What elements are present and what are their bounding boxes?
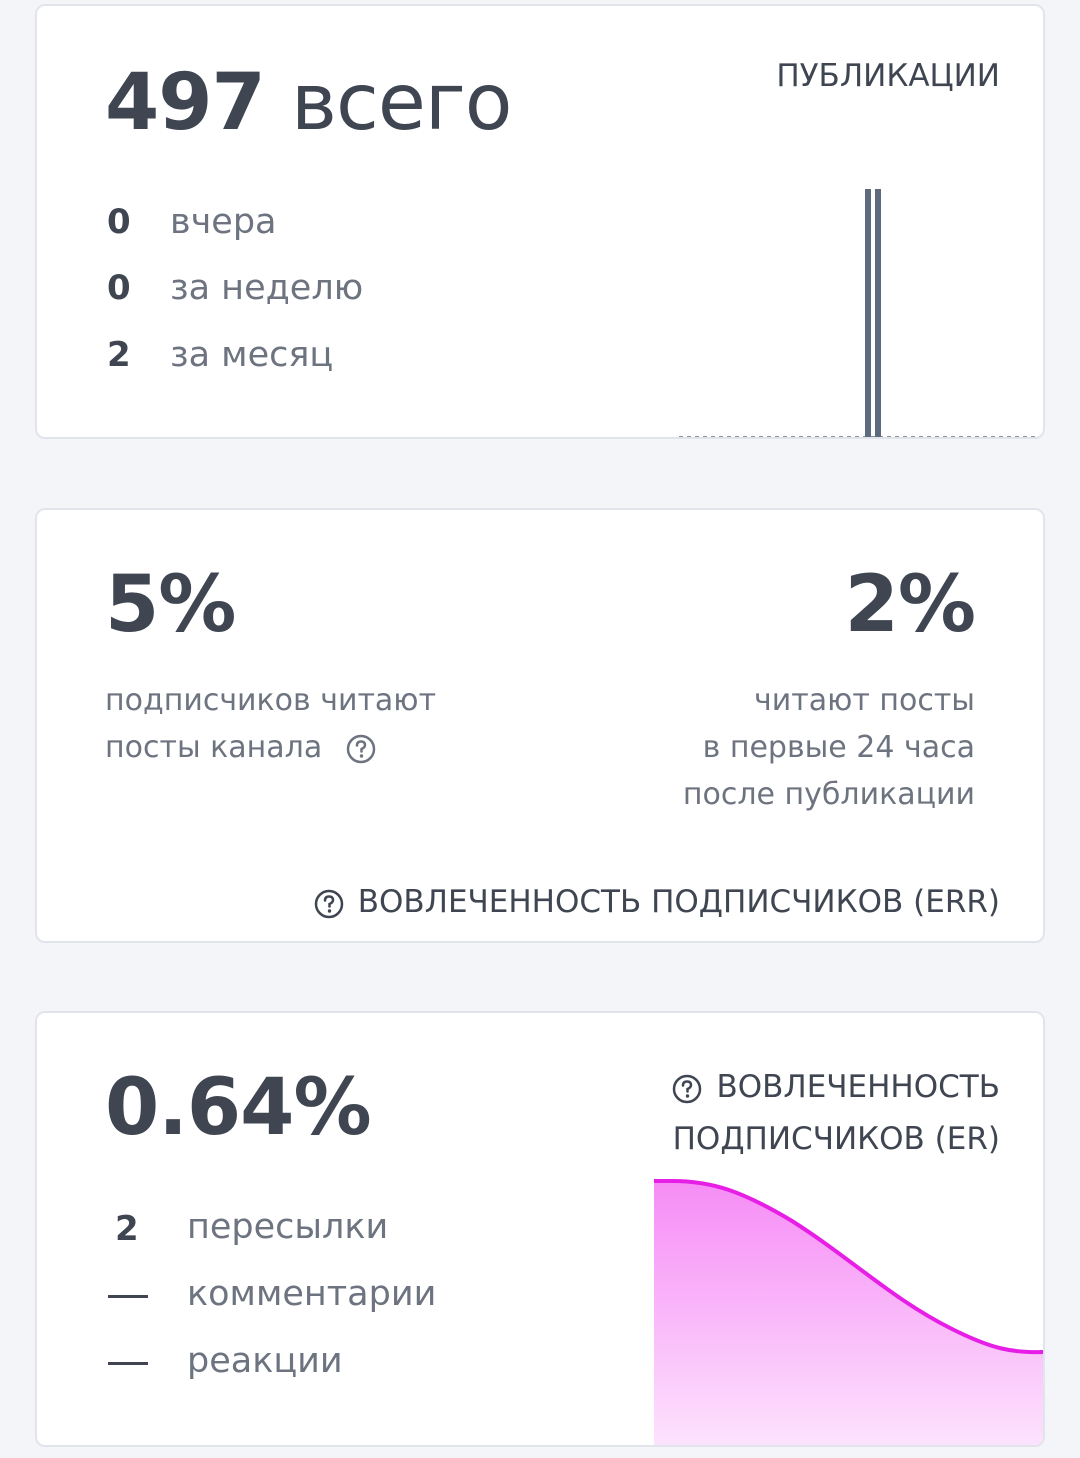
er-card: 0.64% ВОВЛЕЧЕННОСТЬ ПОДПИСЧИКОВ (ER) 2 п…	[35, 1011, 1045, 1447]
question-circle-icon[interactable]	[314, 889, 344, 919]
stat-week-label: за неделю	[170, 268, 364, 308]
er-trend-line	[654, 1179, 1043, 1355]
err-footer[interactable]: ВОВЛЕЧЕННОСТЬ ПОДПИСЧИКОВ (ERR)	[314, 884, 1000, 920]
question-circle-icon[interactable]	[672, 1074, 702, 1104]
err-left-desc-line2-row: посты канала	[105, 724, 436, 771]
err-card: 5% 2% подписчиков читают посты канала чи…	[35, 508, 1045, 943]
chart-bar	[875, 189, 881, 437]
posts-total-value: 497	[105, 58, 266, 148]
er-comments-label: комментарии	[187, 1274, 437, 1314]
err-right-desc-line2: в первые 24 часа	[702, 730, 975, 765]
stat-yesterday-label: вчера	[170, 202, 277, 242]
er-label-line2: ПОДПИСЧИКОВ (ER)	[672, 1121, 1000, 1157]
er-label[interactable]: ВОВЛЕЧЕННОСТЬ ПОДПИСЧИКОВ (ER)	[672, 1061, 1000, 1165]
stat-yesterday-value: 0	[107, 202, 131, 242]
er-forwards-value: 2	[115, 1209, 139, 1249]
err-left-desc-line2: посты канала	[105, 730, 323, 765]
err-right-desc-line3: после публикации	[682, 777, 975, 812]
question-circle-icon[interactable]	[346, 734, 376, 764]
err-right-desc-line1: читают посты	[754, 683, 975, 718]
stat-month-label: за месяц	[170, 335, 334, 375]
err-footer-label: ВОВЛЕЧЕННОСТЬ ПОДПИСЧИКОВ (ERR)	[357, 884, 1000, 920]
posts-section-label[interactable]: ПУБЛИКАЦИИ	[776, 58, 1000, 94]
er-reactions-label: реакции	[187, 1341, 343, 1381]
er-label-line1: ВОВЛЕЧЕННОСТЬ	[716, 1069, 1000, 1105]
err-left-desc-line1: подписчиков читают	[105, 683, 437, 718]
err-left-value: 5%	[105, 560, 236, 650]
posts-card: 497 всего ПУБЛИКАЦИИ 0 вчера 0 за неделю…	[35, 4, 1045, 439]
er-trend-area	[654, 1181, 1043, 1445]
er-comments-dash	[108, 1295, 148, 1298]
err-right-value: 2%	[844, 560, 976, 650]
er-label-line1-row: ВОВЛЕЧЕННОСТЬ	[672, 1061, 1000, 1113]
err-left-description: подписчиков читают посты канала	[105, 677, 436, 771]
posts-total-suffix: всего	[290, 58, 513, 148]
er-forwards-label: пересылки	[187, 1207, 389, 1247]
stat-week-value: 0	[107, 268, 131, 308]
chart-bar	[865, 189, 871, 437]
stat-month-value: 2	[107, 335, 131, 375]
posts-total: 497 всего	[105, 58, 513, 148]
posts-sparkline-chart	[679, 189, 1037, 437]
er-trend-chart	[654, 1179, 1043, 1445]
er-reactions-dash	[108, 1362, 148, 1365]
er-value: 0.64%	[105, 1063, 372, 1153]
err-right-description: читают посты в первые 24 часа после публ…	[683, 677, 975, 818]
